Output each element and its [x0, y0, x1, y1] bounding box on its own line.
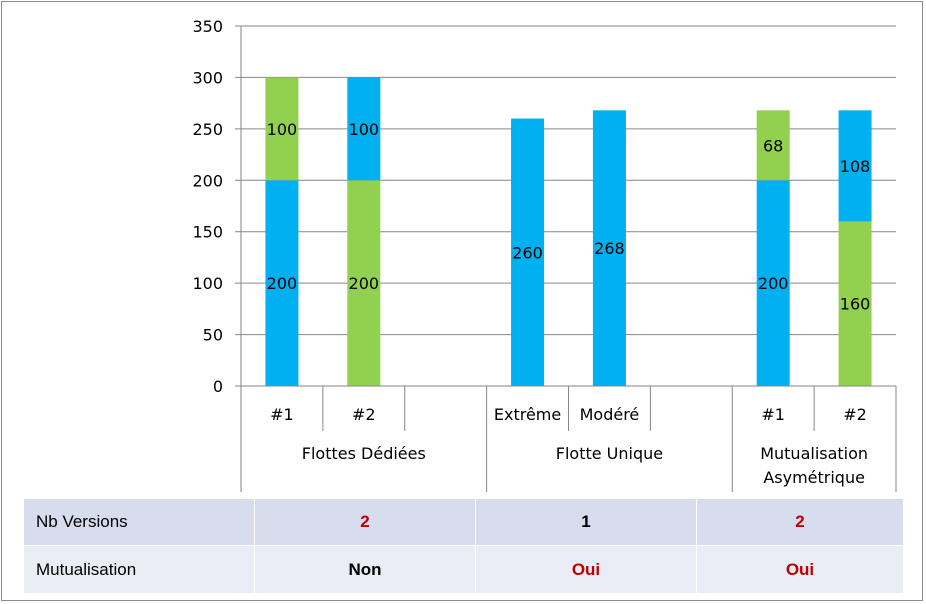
y-tick-label: 300: [192, 68, 223, 87]
category-label: #1: [270, 405, 294, 424]
data-label: 268: [594, 239, 625, 258]
y-tick-label: 350: [192, 17, 223, 36]
bar-segment: [511, 118, 545, 387]
bar-segment: [756, 110, 790, 181]
row-label-nb-versions: Nb Versions: [23, 498, 255, 546]
y-tick-label: 100: [192, 274, 223, 293]
data-label: 260: [512, 243, 543, 262]
bar-segment: [838, 221, 872, 386]
data-label: 100: [267, 120, 298, 139]
category-label: #2: [352, 405, 376, 424]
group-label: Asymétrique: [763, 468, 865, 487]
category-label: Extrême: [494, 405, 561, 424]
group-label: Flottes Dédiées: [302, 444, 426, 463]
mutualisation-flottes-dediees: Non: [254, 545, 476, 594]
table-row-mutualisation: Mutualisation Non Oui Oui: [23, 545, 904, 594]
mutualisation-flotte-unique: Oui: [475, 545, 697, 594]
stacked-bar-chart: 0 50 100 150 200 250 300 350 200 100 #1 200 100 #2 260…: [192, 17, 897, 492]
category-label: #2: [843, 405, 867, 424]
data-label: 68: [763, 136, 783, 155]
data-label: 200: [267, 274, 298, 293]
data-label: 100: [349, 120, 380, 139]
category-label: Modéré: [580, 405, 640, 424]
y-tick-label: 250: [192, 120, 223, 139]
data-label: 108: [840, 157, 871, 176]
bar-segment: [592, 110, 626, 386]
bar-segment: [756, 180, 790, 386]
group-label: Flotte Unique: [556, 444, 663, 463]
bar-segment: [347, 180, 381, 386]
y-tick-label: 0: [213, 377, 223, 396]
nb-versions-flottes-dediees: 2: [254, 498, 476, 546]
data-label: 200: [758, 274, 789, 293]
nb-versions-mutualisation-asymetrique: 2: [696, 498, 904, 546]
bar-segment: [347, 77, 381, 181]
mutualisation-mutualisation-asymetrique: Oui: [696, 545, 904, 594]
summary-table: Nb Versions 2 1 2 Mutualisation Non Oui …: [23, 498, 904, 594]
bar-segment: [265, 180, 299, 386]
y-tick-label: 50: [203, 326, 223, 345]
y-tick-label: 200: [192, 171, 223, 190]
table-row-nb-versions: Nb Versions 2 1 2: [23, 498, 904, 546]
data-label: 200: [349, 274, 380, 293]
data-label: 160: [840, 295, 871, 314]
row-label-mutualisation: Mutualisation: [23, 545, 255, 594]
y-tick-label: 150: [192, 223, 223, 242]
bar-segment: [265, 77, 299, 181]
nb-versions-flotte-unique: 1: [475, 498, 697, 546]
bar-segment: [838, 110, 872, 222]
group-label: Mutualisation: [760, 444, 868, 463]
category-label: #1: [761, 405, 785, 424]
